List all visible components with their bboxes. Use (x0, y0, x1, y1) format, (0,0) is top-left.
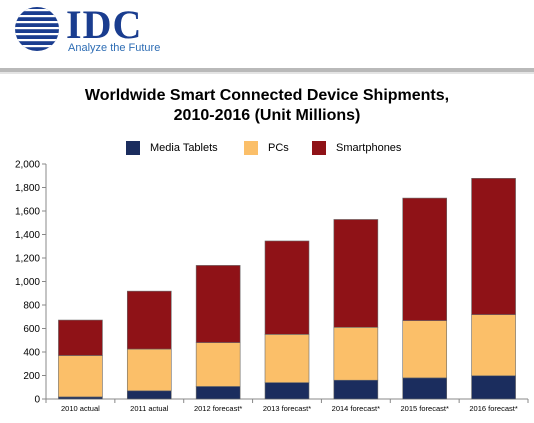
bar-pcs-6[interactable] (472, 315, 516, 376)
y-tick-label: 1,400 (15, 230, 40, 241)
bar-smartphones-6[interactable] (472, 178, 516, 314)
x-tick-label: 2015 forecast* (401, 404, 449, 413)
bar-smartphones-3[interactable] (265, 241, 309, 334)
y-tick-label: 1,600 (15, 207, 40, 218)
bar-pcs-5[interactable] (403, 321, 447, 378)
y-tick-label: 400 (23, 348, 40, 359)
y-tick-label: 200 (23, 371, 40, 382)
bar-pcs-4[interactable] (334, 327, 378, 380)
bar-pcs-2[interactable] (196, 343, 240, 387)
bar-pcs-1[interactable] (127, 349, 171, 391)
bar-media-tablets-0[interactable] (58, 397, 102, 399)
bar-media-tablets-1[interactable] (127, 391, 171, 399)
y-tick-label: 800 (23, 301, 40, 312)
y-tick-label: 1,800 (15, 183, 40, 194)
x-tick-label: 2012 forecast* (194, 404, 242, 413)
bar-smartphones-4[interactable] (334, 219, 378, 327)
x-tick-label: 2013 forecast* (263, 404, 311, 413)
bar-media-tablets-2[interactable] (196, 386, 240, 399)
bar-media-tablets-3[interactable] (265, 383, 309, 399)
bar-media-tablets-6[interactable] (472, 376, 516, 399)
y-tick-label: 1,200 (15, 254, 40, 265)
x-tick-label: 2011 actual (130, 404, 169, 413)
bar-smartphones-2[interactable] (196, 265, 240, 342)
x-tick-label: 2016 forecast* (469, 404, 517, 413)
bar-media-tablets-4[interactable] (334, 380, 378, 399)
y-tick-label: 2,000 (15, 160, 40, 171)
bar-media-tablets-5[interactable] (403, 378, 447, 399)
x-tick-label: 2014 forecast* (332, 404, 380, 413)
bar-pcs-0[interactable] (58, 356, 102, 397)
bar-smartphones-5[interactable] (403, 198, 447, 321)
bar-pcs-3[interactable] (265, 334, 309, 382)
y-tick-label: 0 (34, 395, 40, 406)
bar-smartphones-1[interactable] (127, 291, 171, 349)
y-tick-label: 1,000 (15, 277, 40, 288)
bar-smartphones-0[interactable] (58, 320, 102, 355)
x-tick-label: 2010 actual (61, 404, 100, 413)
y-tick-label: 600 (23, 324, 40, 335)
